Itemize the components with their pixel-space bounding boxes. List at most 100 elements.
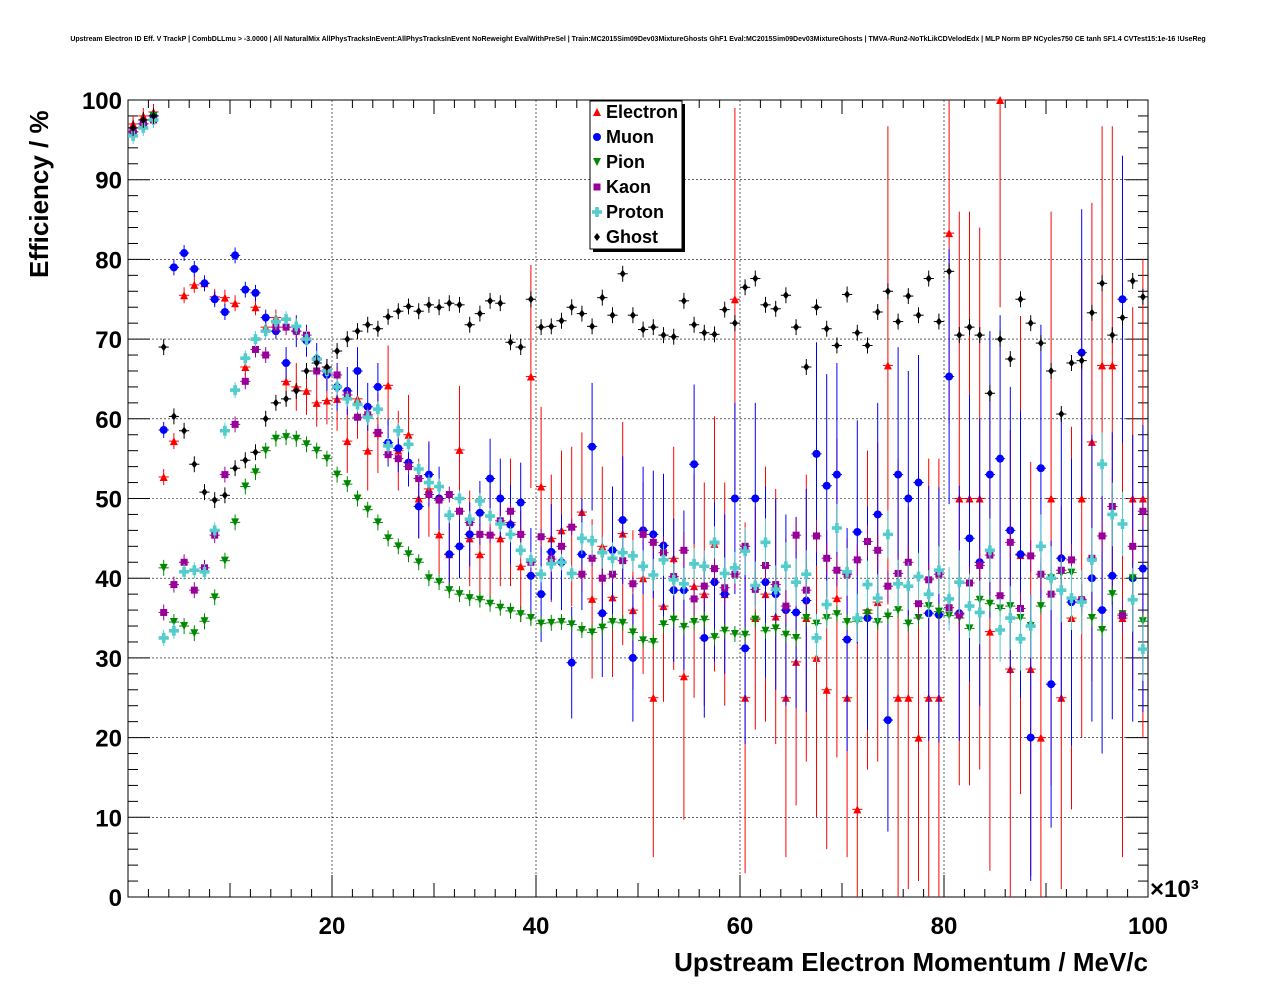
data-point — [538, 323, 545, 332]
data-point — [780, 561, 791, 572]
data-point — [343, 437, 352, 446]
data-point — [1118, 295, 1127, 304]
data-point — [1097, 459, 1108, 470]
x-tick-label: 60 — [727, 913, 754, 940]
data-point — [933, 565, 944, 576]
data-point — [475, 508, 484, 517]
data-point — [231, 420, 239, 428]
data-point — [464, 514, 475, 525]
data-point — [883, 716, 892, 725]
data-point — [1098, 361, 1107, 370]
data-point — [996, 592, 1004, 600]
data-point — [209, 525, 220, 536]
data-point — [384, 534, 393, 543]
legend-label: Ghost — [606, 227, 658, 247]
data-point — [1076, 597, 1087, 608]
data-point — [751, 615, 760, 624]
data-point — [598, 609, 607, 618]
data-point — [537, 482, 546, 491]
data-point — [577, 626, 586, 635]
data-point — [516, 498, 525, 507]
data-point — [609, 311, 616, 320]
data-point — [680, 546, 688, 554]
data-point — [833, 566, 841, 574]
data-point — [333, 470, 342, 479]
data-point — [842, 566, 853, 577]
data-point — [160, 343, 167, 352]
data-point — [455, 445, 464, 454]
data-point — [362, 412, 373, 423]
y-tick-label: 80 — [95, 247, 122, 274]
data-point — [711, 330, 718, 339]
data-point — [984, 545, 995, 556]
data-point — [1017, 295, 1024, 304]
data-point — [486, 531, 494, 539]
data-point — [843, 618, 852, 627]
data-point — [219, 425, 230, 436]
data-point — [823, 554, 831, 562]
data-point — [751, 494, 760, 503]
data-point — [180, 558, 188, 566]
data-point — [140, 115, 147, 124]
data-point — [252, 448, 259, 457]
data-point — [332, 381, 343, 392]
data-point — [730, 494, 739, 503]
data-point — [934, 607, 943, 616]
data-point — [168, 625, 179, 636]
data-point — [415, 475, 423, 483]
data-point — [976, 331, 983, 340]
y-axis-title: Efficiency / % — [24, 110, 54, 278]
data-point — [282, 359, 291, 368]
y-tick-label: 20 — [95, 726, 122, 753]
data-point — [781, 630, 790, 639]
data-point — [904, 494, 913, 503]
data-point — [423, 477, 434, 488]
data-point — [822, 481, 831, 490]
data-point — [231, 251, 240, 260]
data-point — [1086, 554, 1097, 565]
data-point — [1139, 507, 1147, 515]
data-point — [956, 331, 963, 340]
data-point — [466, 320, 473, 329]
legend-marker — [594, 233, 600, 241]
data-point — [1015, 633, 1026, 644]
data-point — [516, 562, 525, 571]
data-point — [1026, 733, 1035, 742]
data-point — [496, 603, 505, 612]
legend-label: Electron — [606, 102, 678, 122]
data-point — [568, 523, 576, 531]
data-point — [874, 308, 881, 317]
data-point — [649, 693, 658, 702]
data-point — [170, 412, 177, 421]
data-point — [454, 493, 465, 504]
data-point — [965, 534, 974, 543]
data-point — [955, 611, 963, 619]
data-point — [525, 554, 536, 565]
data-point — [485, 511, 496, 522]
data-point — [854, 328, 861, 337]
data-point — [150, 111, 157, 120]
data-point — [436, 303, 443, 312]
data-point — [505, 529, 516, 540]
data-point — [200, 617, 209, 626]
data-point — [578, 309, 585, 318]
data-point — [506, 520, 515, 529]
data-point — [301, 334, 312, 345]
data-point — [895, 317, 902, 326]
legend-label: Kaon — [606, 177, 651, 197]
data-point — [291, 321, 302, 332]
data-point — [925, 274, 932, 283]
data-point — [1047, 494, 1056, 503]
data-point — [342, 393, 353, 404]
data-point — [169, 263, 178, 272]
data-point — [495, 519, 506, 530]
data-point — [180, 622, 189, 631]
data-point — [996, 96, 1005, 104]
data-point — [517, 530, 525, 538]
data-point — [720, 626, 729, 635]
data-point — [689, 558, 700, 569]
data-point — [262, 351, 270, 359]
y-tick-label: 10 — [95, 805, 122, 832]
data-point — [403, 439, 414, 450]
